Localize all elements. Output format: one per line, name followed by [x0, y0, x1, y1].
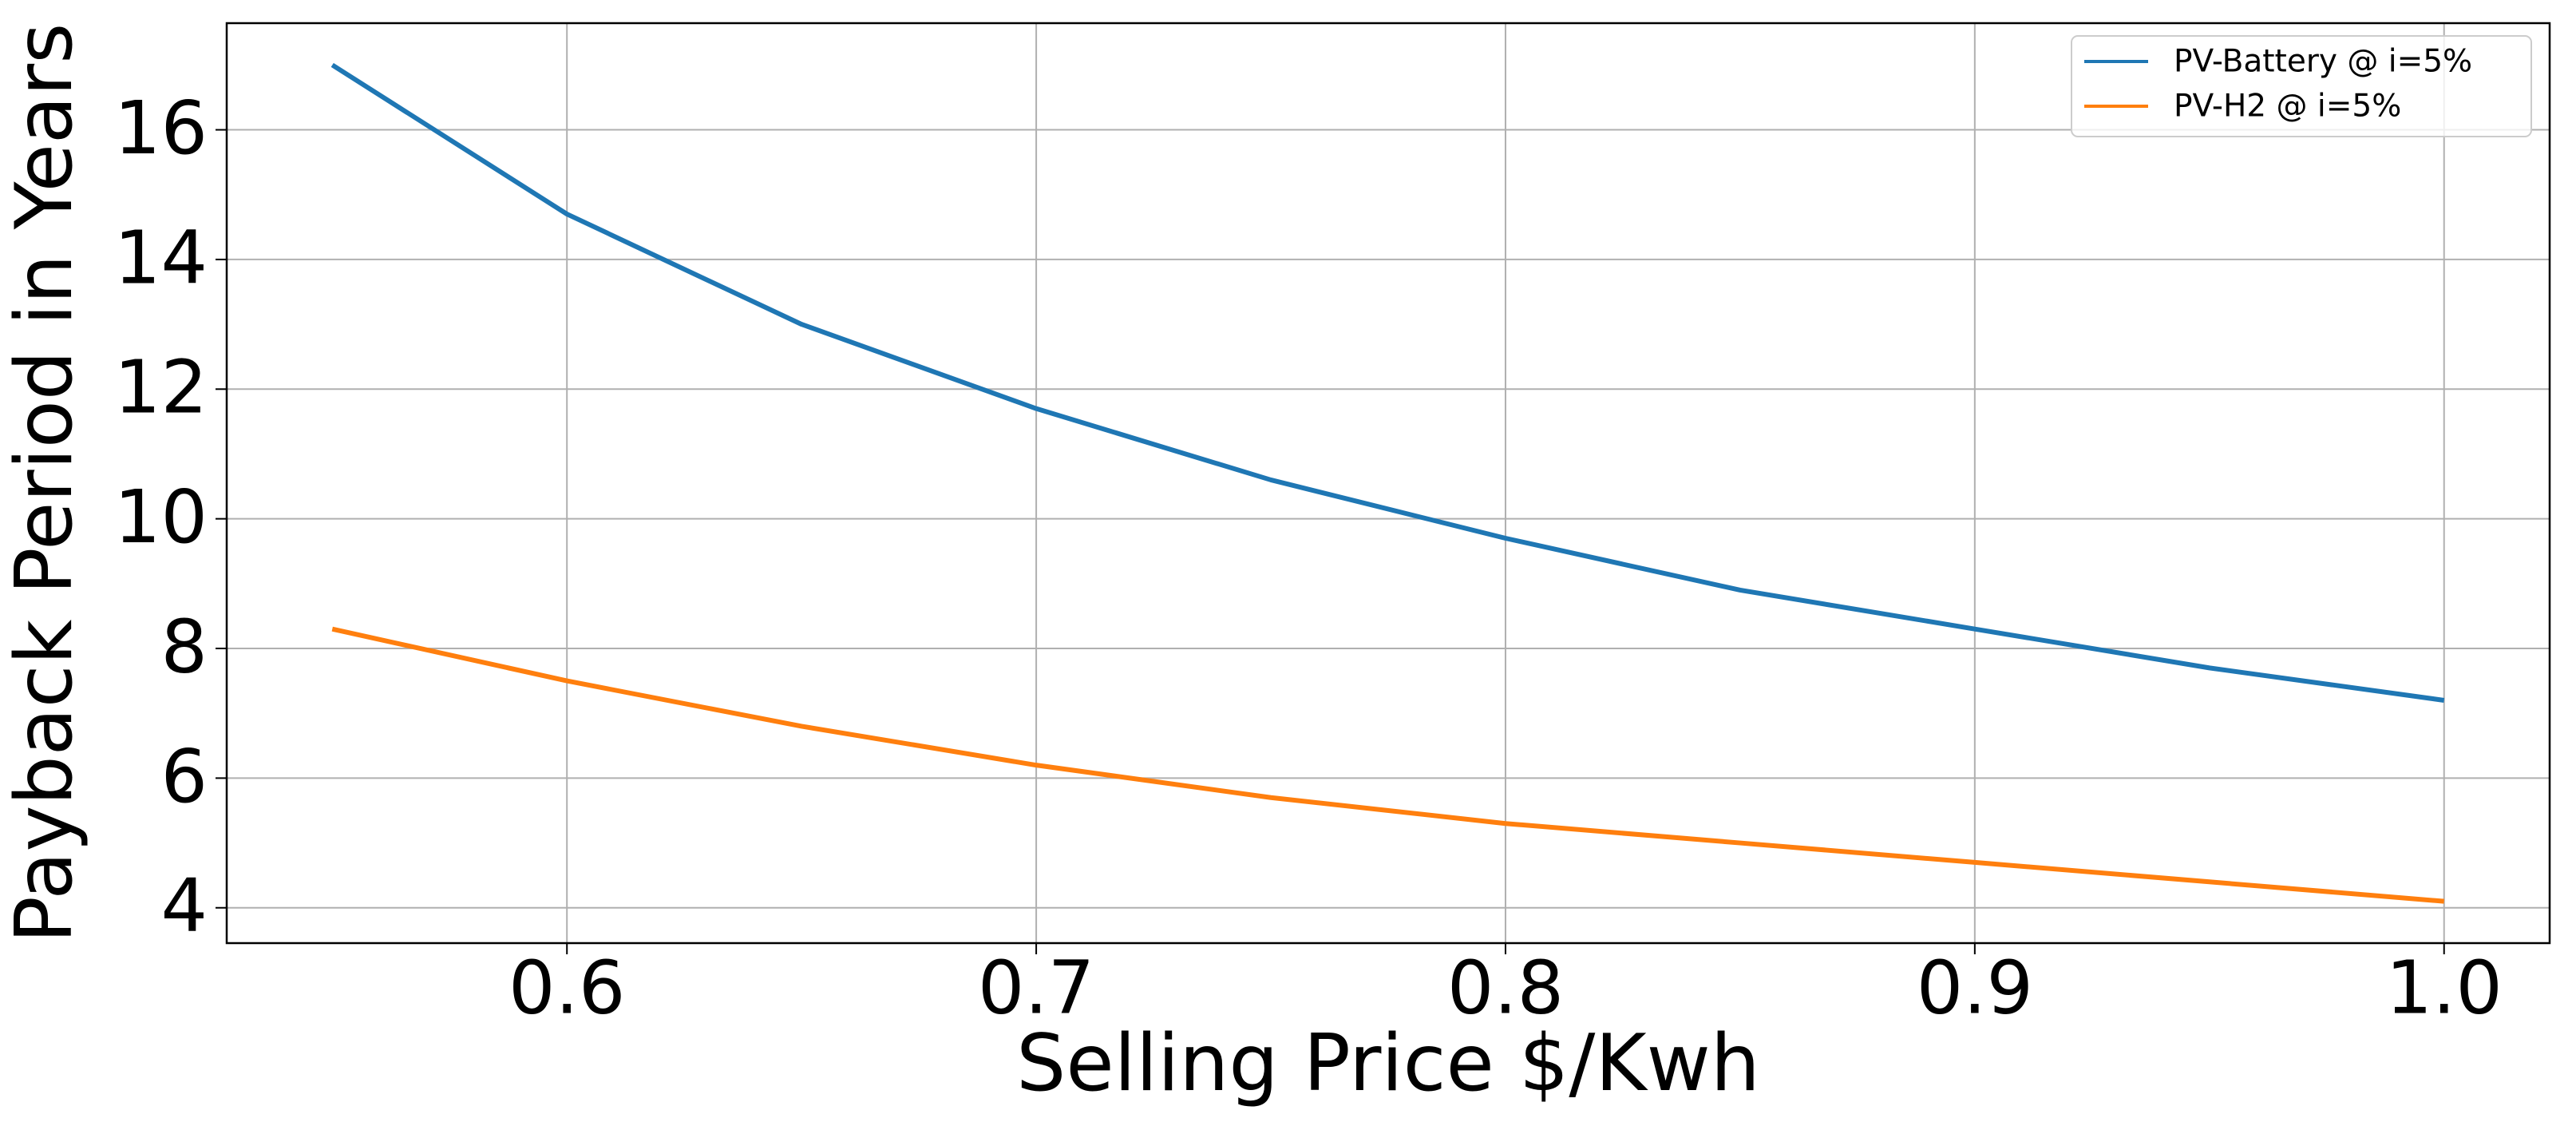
y-tick-label: 6: [160, 734, 208, 819]
y-tick-label: 16: [114, 85, 208, 171]
x-tick-label: 0.8: [1447, 945, 1564, 1030]
legend-label: PV-Battery @ i=5%: [2174, 44, 2472, 80]
line: [330, 62, 2445, 703]
y-axis-label: Payback Period in Years: [0, 23, 90, 944]
x-tick-label: 0.6: [508, 945, 625, 1030]
x-axis-label: Selling Price $/Kwh: [1016, 1018, 1760, 1109]
x-tick-label: 1.0: [2386, 945, 2503, 1030]
y-tick-label: 14: [114, 215, 208, 300]
y-tick-label: 8: [160, 604, 208, 689]
plot-frame: [225, 22, 2551, 945]
y-tick-label: 4: [160, 863, 208, 949]
x-tick-label: 0.7: [978, 945, 1094, 1030]
line: [331, 626, 2444, 904]
legend-box: [2071, 35, 2532, 137]
legend-label: PV-H2 @ i=5%: [2174, 89, 2401, 125]
legend: PV-Battery @ i=5% PV-H2 @ i=5%: [2071, 35, 2532, 137]
y-tick-label: 12: [114, 345, 208, 430]
y-tick-label: 10: [114, 474, 208, 560]
x-tick-label: 0.9: [1917, 945, 2033, 1030]
